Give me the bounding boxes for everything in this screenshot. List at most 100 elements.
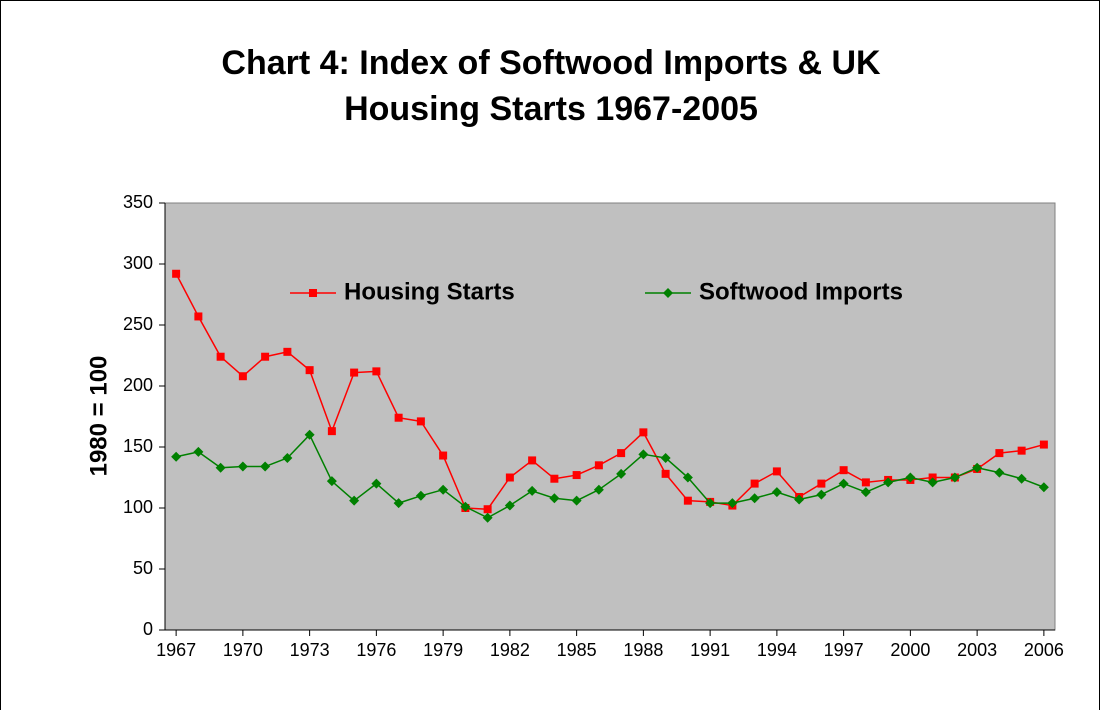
- marker: [617, 449, 626, 458]
- marker: [305, 366, 314, 375]
- marker: [415, 490, 426, 501]
- y-tick-label: 0: [143, 619, 153, 639]
- marker: [994, 467, 1005, 478]
- marker: [593, 484, 604, 495]
- x-tick-label: 2006: [1024, 640, 1064, 660]
- marker: [860, 487, 871, 498]
- marker: [194, 312, 203, 321]
- x-tick-label: 1970: [223, 640, 263, 660]
- marker: [549, 493, 560, 504]
- legend-label: Softwood Imports: [699, 278, 903, 305]
- x-tick-label: 1979: [423, 640, 463, 660]
- x-tick-label: 1985: [557, 640, 597, 660]
- x-tick-label: 2003: [957, 640, 997, 660]
- marker: [193, 446, 204, 457]
- x-tick-label: 1967: [156, 640, 196, 660]
- marker: [972, 462, 983, 473]
- marker: [349, 495, 360, 506]
- marker: [283, 347, 292, 356]
- marker: [394, 413, 403, 422]
- marker: [816, 489, 827, 500]
- marker: [505, 473, 514, 482]
- x-tick-label: 2000: [890, 640, 930, 660]
- marker: [327, 427, 336, 436]
- marker: [1017, 446, 1026, 455]
- marker: [504, 500, 515, 511]
- marker: [438, 484, 449, 495]
- marker: [350, 368, 359, 377]
- y-tick-label: 150: [123, 436, 153, 456]
- marker: [927, 477, 938, 488]
- marker: [817, 479, 826, 488]
- marker: [594, 461, 603, 470]
- y-tick-label: 300: [123, 253, 153, 273]
- marker: [1039, 440, 1048, 449]
- marker: [772, 467, 781, 476]
- marker: [727, 498, 738, 509]
- y-axis-label: 1980 = 100: [85, 356, 112, 477]
- y-tick-label: 50: [133, 558, 153, 578]
- legend-label: Housing Starts: [344, 278, 515, 305]
- y-tick-label: 100: [123, 497, 153, 517]
- marker: [839, 466, 848, 475]
- marker: [638, 449, 649, 460]
- marker: [616, 468, 627, 479]
- marker: [304, 429, 315, 440]
- x-tick-label: 1973: [290, 640, 330, 660]
- marker: [261, 352, 270, 361]
- marker: [416, 417, 425, 426]
- marker: [237, 461, 248, 472]
- marker: [705, 498, 716, 509]
- marker: [1016, 473, 1027, 484]
- marker: [171, 451, 182, 462]
- marker: [309, 289, 317, 297]
- x-tick-label: 1997: [824, 640, 864, 660]
- marker: [282, 452, 293, 463]
- marker: [663, 288, 673, 298]
- marker: [326, 476, 337, 487]
- marker: [750, 479, 759, 488]
- marker: [216, 352, 225, 361]
- marker: [660, 452, 671, 463]
- marker: [238, 372, 247, 381]
- marker: [883, 477, 894, 488]
- x-tick-label: 1994: [757, 640, 797, 660]
- marker: [861, 478, 870, 487]
- marker: [639, 428, 648, 437]
- marker: [527, 485, 538, 496]
- marker: [260, 461, 271, 472]
- marker: [528, 456, 537, 465]
- marker: [949, 472, 960, 483]
- marker: [683, 496, 692, 505]
- marker: [838, 478, 849, 489]
- marker: [572, 471, 581, 480]
- marker: [550, 474, 559, 483]
- marker: [571, 495, 582, 506]
- marker: [749, 493, 760, 504]
- chart-title: Chart 4: Index of Softwood Imports & UK …: [221, 44, 881, 128]
- y-tick-label: 200: [123, 375, 153, 395]
- marker: [995, 449, 1004, 458]
- marker: [371, 478, 382, 489]
- marker: [794, 494, 805, 505]
- marker: [372, 367, 381, 376]
- marker: [483, 505, 492, 514]
- marker: [393, 498, 404, 509]
- plot-area: [164, 202, 1056, 631]
- series-line: [175, 434, 1045, 519]
- y-tick-label: 250: [123, 314, 153, 334]
- x-tick-label: 1991: [690, 640, 730, 660]
- marker: [661, 469, 670, 478]
- marker: [172, 269, 181, 278]
- marker: [1038, 482, 1049, 493]
- marker: [482, 512, 493, 523]
- x-tick-label: 1988: [623, 640, 663, 660]
- marker: [215, 462, 226, 473]
- y-tick-label: 350: [123, 192, 153, 212]
- marker: [439, 451, 448, 460]
- marker: [682, 472, 693, 483]
- x-tick-label: 1976: [356, 640, 396, 660]
